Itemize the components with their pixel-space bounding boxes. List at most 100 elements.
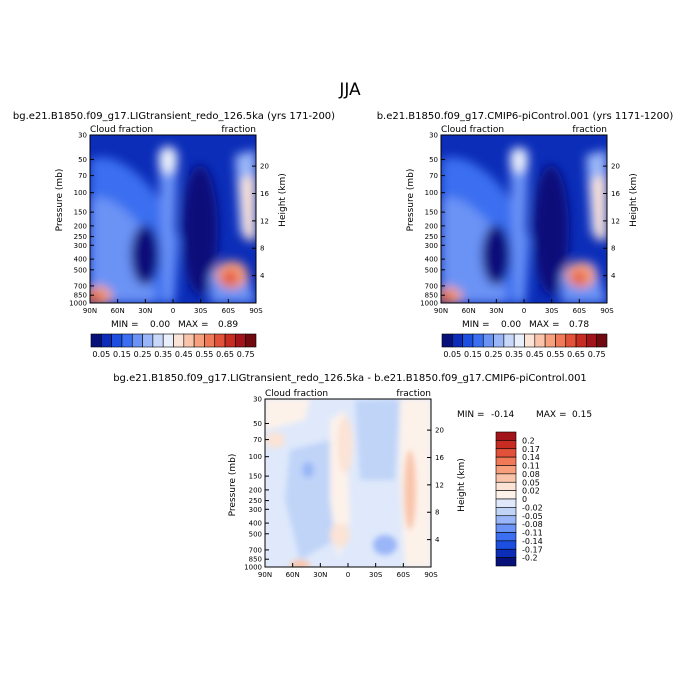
- page-title: JJA: [338, 80, 361, 100]
- y-tick-label: 150: [249, 473, 262, 481]
- y-right-tick-label: 20: [611, 163, 620, 171]
- colorbar-swatch: [235, 333, 246, 348]
- right-label: fraction: [221, 125, 256, 135]
- colorbar-swatch: [544, 333, 556, 348]
- colorbar-swatch: [495, 515, 517, 525]
- colorbar-label: 0.15: [113, 350, 131, 359]
- x-tick-label: 90S: [249, 307, 263, 315]
- colorbar-label: 0.35: [505, 350, 523, 359]
- y-tick-label: 250: [425, 233, 438, 241]
- colorbar-swatch: [565, 333, 577, 348]
- colorbar-label: 0.35: [154, 350, 172, 359]
- colorbar-label: -0.05: [522, 512, 543, 521]
- y-axis-label-right: Height (km): [278, 173, 288, 227]
- colorbar-label: 0.25: [485, 350, 503, 359]
- colorbar-swatch: [173, 333, 185, 348]
- y-tick-label: 50: [253, 420, 262, 428]
- colorbar-swatch: [495, 465, 517, 475]
- y-right-tick-label: 8: [435, 509, 439, 517]
- y-tick-label: 500: [425, 266, 438, 274]
- colorbar-label: -0.08: [522, 520, 543, 529]
- colorbar-swatch: [575, 333, 587, 348]
- y-tick-label: 70: [78, 172, 87, 180]
- colorbar-label: 0.15: [464, 350, 482, 359]
- x-tick-label: 30N: [138, 307, 152, 315]
- colorbar-swatch: [495, 490, 517, 500]
- y-axis-label: Pressure (mb): [406, 169, 416, 232]
- left-label: Cloud fraction: [265, 389, 328, 399]
- y-right-tick-label: 4: [260, 272, 265, 280]
- y-tick-label: 850: [74, 292, 87, 300]
- x-tick-label: 30S: [369, 571, 383, 579]
- y-axis-label-right: Height (km): [629, 173, 639, 227]
- colorbar-swatch: [121, 333, 133, 348]
- y-tick-label: 200: [425, 222, 438, 230]
- y-tick-label: 500: [249, 530, 262, 538]
- colorbar-label: 0.05: [443, 350, 461, 359]
- colorbar-swatch: [503, 333, 515, 348]
- min-label: MIN =: [462, 320, 490, 330]
- colorbar-label: -0.02: [522, 503, 543, 512]
- colorbar-swatch: [482, 333, 494, 348]
- y-tick-label: 400: [249, 520, 262, 528]
- contour-field: [265, 399, 431, 567]
- left-label: Cloud fraction: [441, 125, 504, 135]
- colorbar-swatch: [452, 333, 463, 348]
- x-tick-label: 60N: [286, 571, 300, 579]
- colorbar-swatch: [90, 333, 102, 348]
- x-tick-label: 60N: [111, 307, 125, 315]
- colorbar-label: 0.55: [547, 350, 565, 359]
- right-label: fraction: [396, 389, 431, 399]
- y-tick-label: 400: [74, 256, 87, 264]
- colorbar-label: 0.55: [196, 350, 214, 359]
- colorbar-label: 0.75: [237, 350, 255, 359]
- panel-title: b.e21.B1850.f09_g17.CMIP6-piControl.001 …: [377, 111, 674, 122]
- y-tick-label: 700: [425, 282, 438, 290]
- x-tick-label: 0: [346, 571, 350, 579]
- y-right-tick-label: 12: [260, 217, 269, 225]
- y-right-tick-label: 20: [435, 427, 444, 435]
- colorbar-label: 0.2: [522, 436, 535, 445]
- x-tick-label: 60S: [573, 307, 587, 315]
- x-tick-label: 30S: [194, 307, 208, 315]
- y-right-tick-label: 12: [435, 481, 444, 489]
- y-tick-label: 1000: [244, 564, 262, 572]
- colorbar-swatch: [495, 440, 517, 450]
- right-label: fraction: [572, 125, 607, 135]
- max-value: 0.78: [569, 320, 589, 330]
- colorbar-label: -0.14: [522, 537, 543, 546]
- y-right-tick-label: 20: [260, 163, 269, 171]
- colorbar-swatch: [183, 333, 195, 348]
- max-value: 0.89: [218, 320, 238, 330]
- colorbar-swatch: [495, 448, 517, 458]
- colorbar-label: 0.45: [175, 350, 193, 359]
- colorbar-label: -0.2: [522, 554, 538, 563]
- colorbar-swatch: [142, 333, 154, 348]
- colorbar-label: 0.08: [522, 470, 540, 479]
- colorbar-label: 0.17: [522, 445, 540, 454]
- y-tick-label: 70: [429, 172, 438, 180]
- colorbar-swatch: [152, 333, 164, 348]
- colorbar-label: 0.45: [526, 350, 544, 359]
- min-value: 0.00: [150, 320, 170, 330]
- y-right-tick-label: 12: [611, 217, 620, 225]
- y-tick-label: 50: [78, 156, 87, 164]
- y-tick-label: 300: [425, 242, 438, 250]
- colorbar-label: 0.65: [567, 350, 585, 359]
- colorbar-label: -0.11: [522, 529, 543, 538]
- colorbar-swatch: [495, 481, 517, 491]
- y-tick-label: 850: [425, 292, 438, 300]
- colorbar-swatch: [495, 557, 517, 567]
- y-tick-label: 300: [249, 506, 262, 514]
- y-tick-label: 700: [74, 282, 87, 290]
- y-tick-label: 1000: [420, 300, 438, 308]
- colorbar-label: 0: [522, 495, 527, 504]
- colorbar-swatch: [462, 333, 474, 348]
- y-tick-label: 100: [425, 189, 438, 197]
- x-tick-label: 30S: [545, 307, 559, 315]
- y-tick-label: 200: [249, 486, 262, 494]
- colorbar-label: 0.11: [522, 462, 540, 471]
- min-value: -0.14: [491, 410, 515, 420]
- colorbar-swatch: [245, 333, 257, 348]
- y-right-tick-label: 4: [611, 272, 616, 280]
